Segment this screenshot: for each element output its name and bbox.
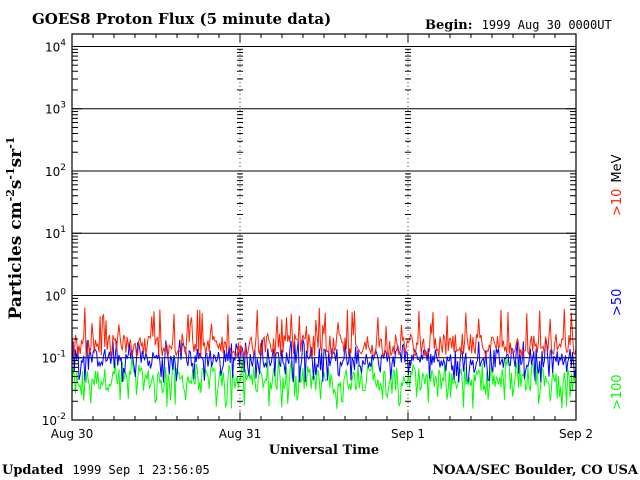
- y-tick-label: 104: [45, 38, 66, 54]
- y-label-exp-3: -1: [4, 137, 17, 149]
- x-axis-label: Universal Time: [269, 443, 379, 458]
- y-tick-label: 10-2: [42, 412, 66, 428]
- grid-lines: [72, 45, 576, 359]
- y-label-part-1: Particles cm: [6, 201, 26, 319]
- plot-frame: [71, 33, 577, 421]
- series-line: [71, 307, 577, 358]
- y-tick-label: 103: [45, 101, 66, 117]
- y-label-exp-2: -1: [4, 167, 17, 179]
- y-axis-label: Particles cm-2s-1sr-1: [4, 137, 26, 320]
- x-tick-labels: Aug 30 Aug 31 Sep 1 Sep 2: [51, 427, 593, 441]
- credit-line: NOAA/SEC Boulder, CO USA: [432, 463, 639, 478]
- y-label-part-2: s: [6, 180, 26, 190]
- y-tick-label: 101: [45, 225, 66, 241]
- legend-label-10: >10: [610, 189, 625, 216]
- begin-value: 1999 Aug 30 0000UT: [482, 18, 612, 32]
- legend-unit-mev: MeV: [610, 154, 625, 182]
- series-line: [71, 339, 577, 383]
- x-tick-label: Aug 30: [51, 427, 94, 441]
- x-tick-label: Sep 2: [559, 427, 593, 441]
- x-tick-label: Aug 31: [219, 427, 262, 441]
- chart-title: GOES8 Proton Flux (5 minute data): [32, 10, 331, 28]
- legend-label-100: >100: [610, 374, 625, 410]
- y-tick-label: 10-1: [42, 350, 66, 366]
- legend-entry-10mev: >10 MeV: [610, 154, 625, 216]
- y-tick-labels: 10-2 10-1 100 101 102 103 104: [42, 38, 67, 428]
- y-label-part-3: sr: [6, 148, 26, 168]
- series-line: [71, 357, 577, 409]
- legend-label-50: >50: [610, 289, 625, 316]
- legend-entry-50: >50: [610, 289, 625, 316]
- updated-info: Updated 1999 Sep 1 23:56:05: [2, 459, 210, 478]
- series-group: [71, 307, 577, 409]
- begin-label: Begin:: [425, 18, 473, 33]
- y-tick-label: 100: [45, 287, 66, 303]
- updated-value: 1999 Sep 1 23:56:05: [72, 463, 209, 477]
- day-dividers: [239, 34, 409, 420]
- updated-label: Updated: [2, 463, 63, 478]
- begin-info: Begin: 1999 Aug 30 0000UT: [425, 14, 612, 33]
- y-label-exp-1: -2: [4, 189, 17, 201]
- legend-entry-100: >100: [610, 374, 625, 410]
- y-tick-label: 102: [45, 163, 66, 179]
- minor-ticks: [71, 34, 577, 420]
- x-tick-label: Sep 1: [391, 427, 425, 441]
